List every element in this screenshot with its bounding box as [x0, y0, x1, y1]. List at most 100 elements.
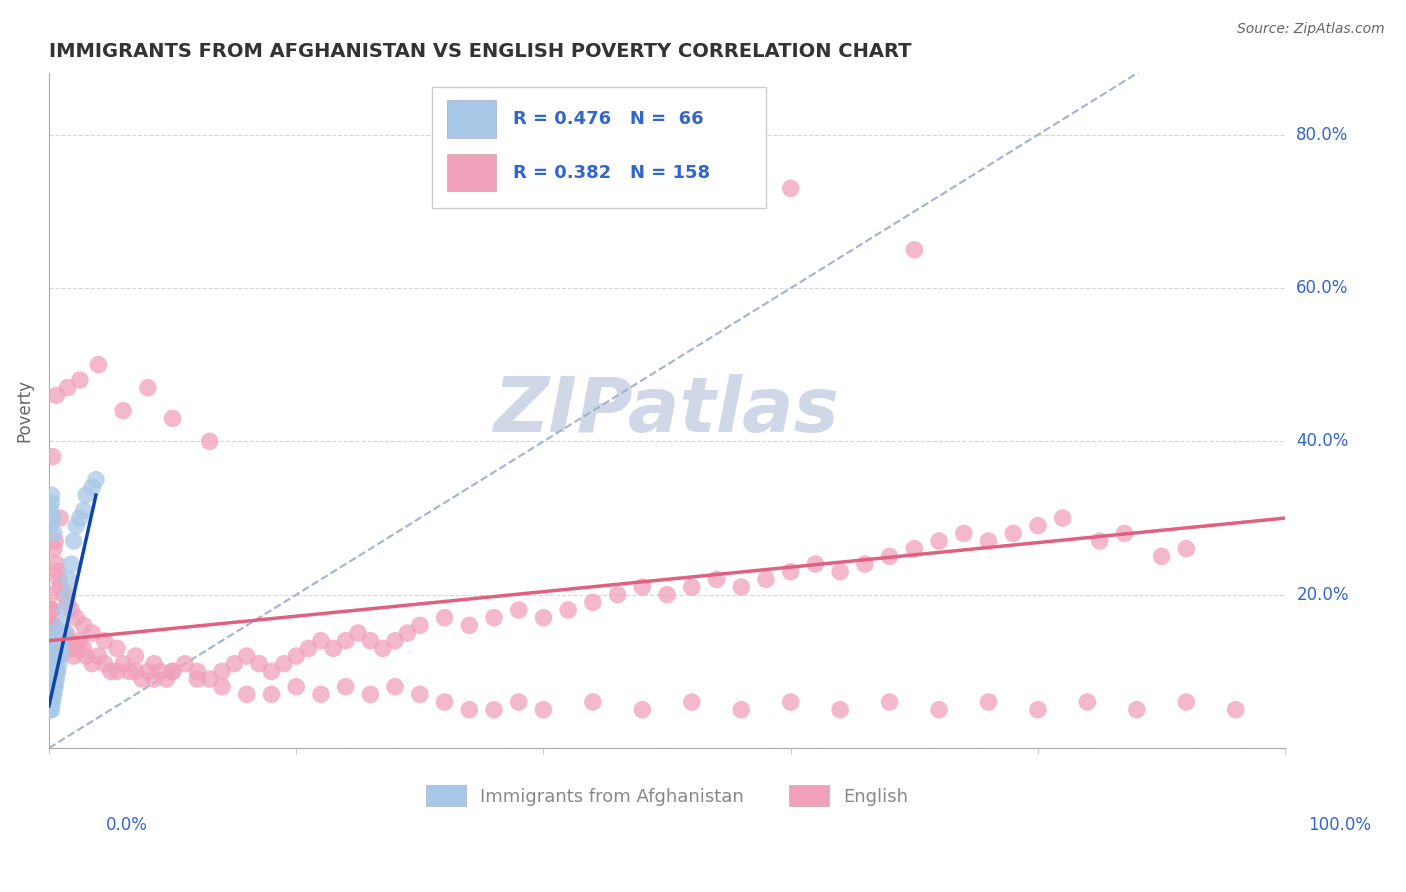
Point	[41, 665, 63, 679]
Point	[87, 648, 110, 663]
Point	[93, 657, 115, 671]
Point	[433, 695, 456, 709]
Point	[39, 687, 62, 701]
Point	[853, 557, 876, 571]
Point	[82, 626, 104, 640]
Point	[952, 526, 974, 541]
Text: 80.0%: 80.0%	[1296, 126, 1348, 144]
Point	[39, 665, 62, 679]
Point	[1225, 703, 1247, 717]
Point	[45, 672, 67, 686]
Point	[143, 672, 166, 686]
Point	[928, 703, 950, 717]
Point	[87, 358, 110, 372]
Point	[1114, 526, 1136, 541]
Point	[779, 695, 801, 709]
Point	[706, 573, 728, 587]
Point	[41, 680, 63, 694]
Point	[557, 603, 579, 617]
Point	[508, 603, 530, 617]
Point	[46, 565, 69, 579]
Point	[46, 665, 69, 679]
Point	[41, 603, 63, 617]
Point	[631, 580, 654, 594]
Point	[58, 633, 80, 648]
Point	[977, 695, 1000, 709]
Point	[309, 633, 332, 648]
Point	[322, 641, 344, 656]
Point	[93, 633, 115, 648]
Point	[39, 603, 62, 617]
Point	[1052, 511, 1074, 525]
Point	[1088, 534, 1111, 549]
Point	[100, 665, 122, 679]
Point	[49, 633, 72, 648]
Point	[41, 641, 63, 656]
Point	[48, 657, 70, 671]
FancyBboxPatch shape	[432, 87, 766, 209]
Point	[730, 703, 752, 717]
Point	[46, 633, 69, 648]
Point	[45, 633, 67, 648]
Point	[82, 480, 104, 494]
Point	[39, 618, 62, 632]
Point	[39, 657, 62, 671]
Point	[44, 626, 66, 640]
Point	[174, 657, 197, 671]
Point	[51, 618, 73, 632]
Point	[879, 549, 901, 564]
Point	[49, 511, 72, 525]
Text: 60.0%: 60.0%	[1296, 279, 1348, 297]
Point	[41, 618, 63, 632]
Point	[52, 588, 75, 602]
Point	[903, 243, 925, 257]
Point	[42, 648, 65, 663]
Point	[65, 641, 87, 656]
Text: 20.0%: 20.0%	[1296, 586, 1348, 604]
Point	[44, 648, 66, 663]
Point	[136, 381, 159, 395]
Point	[655, 588, 678, 602]
Point	[533, 703, 555, 717]
Point	[42, 657, 65, 671]
Point	[69, 633, 91, 648]
Point	[149, 665, 172, 679]
Point	[72, 641, 94, 656]
Point	[69, 511, 91, 525]
Point	[39, 503, 62, 517]
Point	[162, 411, 184, 425]
Point	[830, 703, 852, 717]
Point	[582, 595, 605, 609]
Legend: Immigrants from Afghanistan, English: Immigrants from Afghanistan, English	[419, 778, 915, 814]
Point	[41, 488, 63, 502]
Point	[105, 665, 128, 679]
Text: 100.0%: 100.0%	[1308, 816, 1371, 834]
Point	[105, 641, 128, 656]
Text: ZIPatlas: ZIPatlas	[494, 374, 841, 448]
Point	[41, 703, 63, 717]
Point	[51, 626, 73, 640]
Point	[482, 703, 505, 717]
Point	[42, 672, 65, 686]
Point	[52, 626, 75, 640]
Point	[41, 648, 63, 663]
Point	[44, 680, 66, 694]
Point	[131, 672, 153, 686]
Point	[681, 695, 703, 709]
Point	[1150, 549, 1173, 564]
Point	[285, 648, 308, 663]
Point	[44, 534, 66, 549]
Point	[211, 665, 233, 679]
Point	[198, 434, 221, 449]
Point	[42, 618, 65, 632]
Point	[879, 695, 901, 709]
Point	[582, 695, 605, 709]
Point	[44, 665, 66, 679]
Point	[46, 648, 69, 663]
Point	[606, 588, 628, 602]
Point	[75, 648, 97, 663]
Point	[533, 611, 555, 625]
Point	[39, 648, 62, 663]
Point	[285, 680, 308, 694]
Point	[41, 633, 63, 648]
